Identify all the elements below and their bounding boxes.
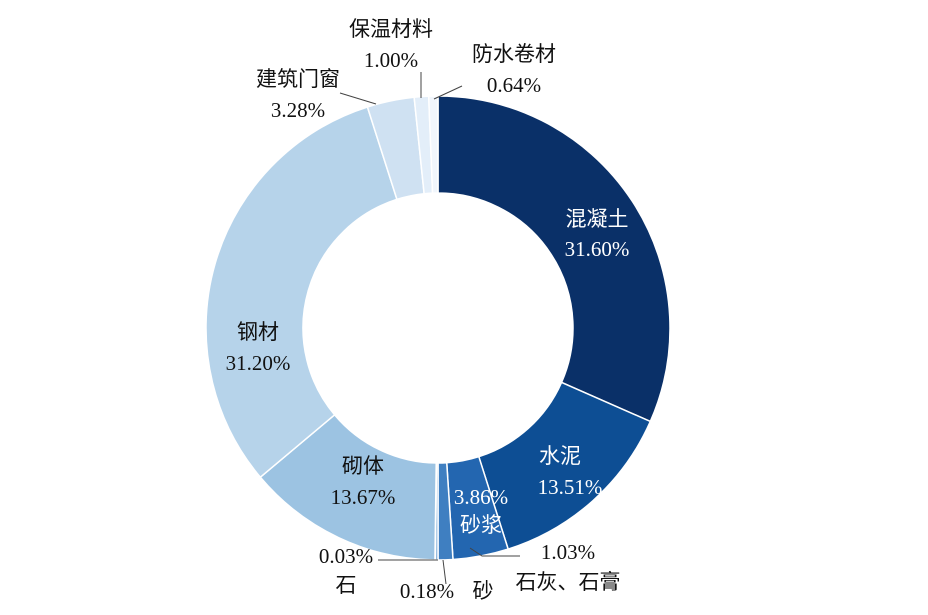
slice-value-label-2: 3.86% bbox=[454, 485, 508, 509]
slice-value-label-4: 0.18% bbox=[400, 579, 454, 603]
slice-name-label-3: 石灰、石膏 bbox=[516, 570, 621, 594]
slice-value-label-8: 3.28% bbox=[271, 98, 325, 122]
slice-0 bbox=[437, 95, 671, 423]
slice-name-label-7: 钢材 bbox=[237, 320, 279, 344]
slice-value-label-6: 13.67% bbox=[331, 485, 396, 509]
slice-labels: 混凝土 31.60% 水泥 13.51% 砂浆 3.86% 石灰、石膏 1.03% 砂 0.18%… bbox=[226, 17, 630, 603]
slice-name-label-10: 防水卷材 bbox=[472, 42, 556, 66]
slice-value-label-5: 0.03% bbox=[319, 544, 373, 568]
slice-name-label-9: 保温材料 bbox=[349, 17, 433, 41]
leader-line-4 bbox=[442, 559, 447, 585]
slice-value-label-0: 31.60% bbox=[565, 237, 630, 261]
slice-value-label-7: 31.20% bbox=[226, 351, 291, 375]
slice-name-label-1: 水泥 bbox=[539, 444, 581, 468]
slice-name-label-5: 石 bbox=[336, 573, 357, 597]
slice-name-label-2: 砂浆 bbox=[460, 513, 502, 537]
slice-value-label-3: 1.03% bbox=[541, 540, 595, 564]
leader-line-3 bbox=[469, 547, 520, 557]
slice-name-label-8: 建筑门窗 bbox=[256, 67, 340, 91]
slice-value-label-9: 1.00% bbox=[364, 48, 418, 72]
slice-10 bbox=[427, 95, 439, 194]
slice-value-label-10: 0.64% bbox=[487, 73, 541, 97]
slice-7 bbox=[205, 106, 398, 479]
slice-value-label-1: 13.51% bbox=[538, 475, 603, 499]
slices bbox=[205, 95, 671, 561]
slice-name-label-6: 砌体 bbox=[342, 454, 384, 478]
leader-line-8 bbox=[339, 92, 377, 105]
leader-line-10 bbox=[433, 85, 463, 100]
slice-name-label-4: 砂 bbox=[473, 579, 494, 603]
slice-name-label-0: 混凝土 bbox=[566, 207, 629, 231]
